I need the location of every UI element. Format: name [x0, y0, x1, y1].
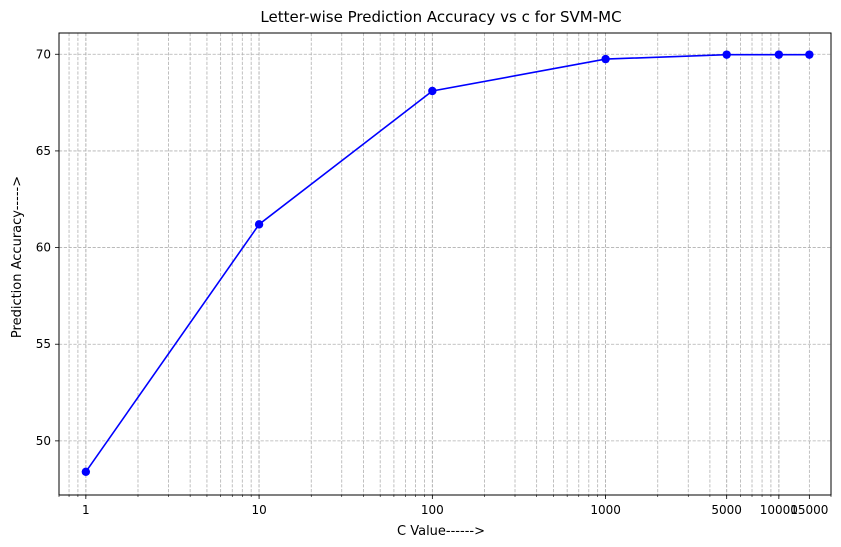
- data-point: [722, 50, 731, 59]
- y-axis-label: Prediction Accuracy----->: [10, 176, 25, 338]
- x-tick-label: 1000: [590, 503, 621, 517]
- x-tick-label: 100: [421, 503, 444, 517]
- y-tick-label: 60: [36, 241, 51, 255]
- data-point: [81, 467, 91, 477]
- data-point: [805, 50, 814, 59]
- series-layer: [81, 50, 814, 477]
- y-tick-label: 65: [36, 144, 51, 158]
- data-point: [428, 86, 437, 96]
- x-axis-label: C Value------>: [397, 524, 485, 539]
- x-tick-label: 1: [82, 503, 90, 517]
- x-tick-label: 15000: [790, 503, 828, 517]
- grid-layer: [58, 33, 832, 495]
- x-tick-label: 10: [251, 503, 266, 517]
- y-tick-label: 50: [36, 434, 51, 448]
- series-line: [85, 53, 810, 473]
- data-point: [774, 50, 784, 59]
- y-tick-label: 55: [36, 337, 51, 351]
- x-tick-label: 10000: [760, 503, 798, 517]
- data-point: [601, 54, 610, 64]
- data-point: [254, 220, 264, 229]
- plot-frame: [58, 32, 832, 496]
- x-tick-label: 5000: [711, 503, 742, 517]
- y-tick-label: 70: [36, 47, 51, 61]
- chart-title: Letter-wise Prediction Accuracy vs c for…: [260, 8, 621, 26]
